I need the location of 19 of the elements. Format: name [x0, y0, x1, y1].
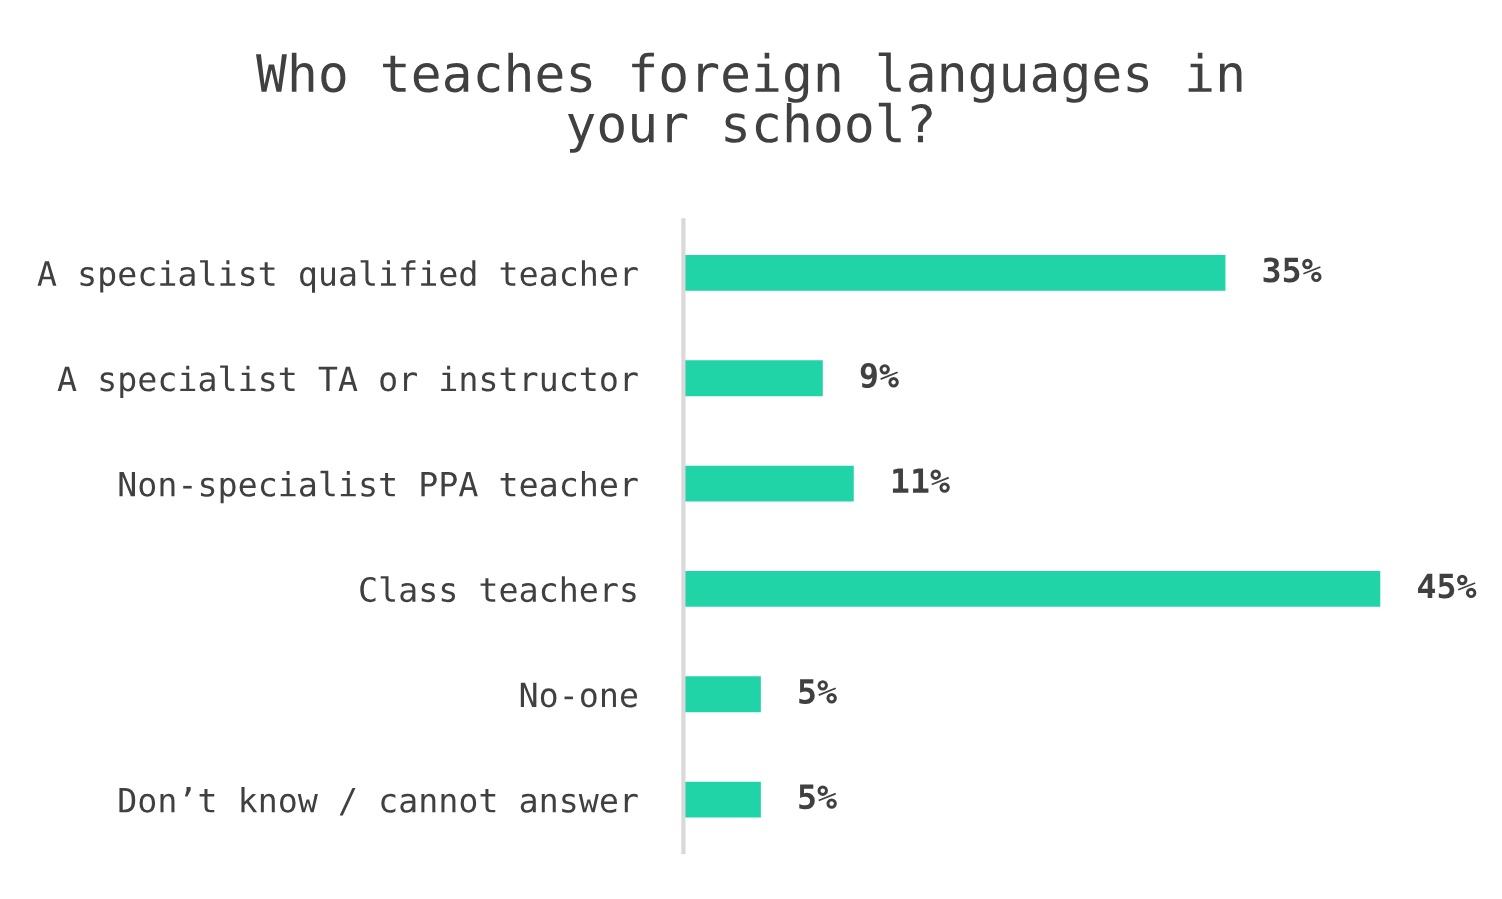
- y-tick-label: A specialist TA or instructor: [57, 365, 638, 398]
- data-label: 5%: [799, 784, 837, 810]
- data-label: 35%: [1263, 257, 1322, 283]
- y-tick-label: Class teachers: [360, 576, 636, 603]
- bar: [683, 360, 823, 397]
- chart-title: Who teaches foreign languages in your school?: [256, 52, 1242, 153]
- data-label: 5%: [799, 679, 837, 704]
- y-tick-label: No-one: [520, 682, 637, 708]
- y-tick-label: Non-specialist PPA teacher: [119, 470, 638, 504]
- bar: [683, 465, 854, 502]
- data-label: 11%: [892, 468, 950, 493]
- y-tick-label: A specialist qualified teacher: [37, 260, 638, 293]
- bar: [683, 571, 1381, 607]
- bar: [683, 781, 761, 818]
- y-tick-label: Don’t know / cannot answer: [119, 787, 638, 816]
- bar: [683, 255, 1226, 291]
- data-label: 45%: [1418, 573, 1477, 599]
- bar: [683, 676, 761, 713]
- data-label: 9%: [860, 362, 899, 389]
